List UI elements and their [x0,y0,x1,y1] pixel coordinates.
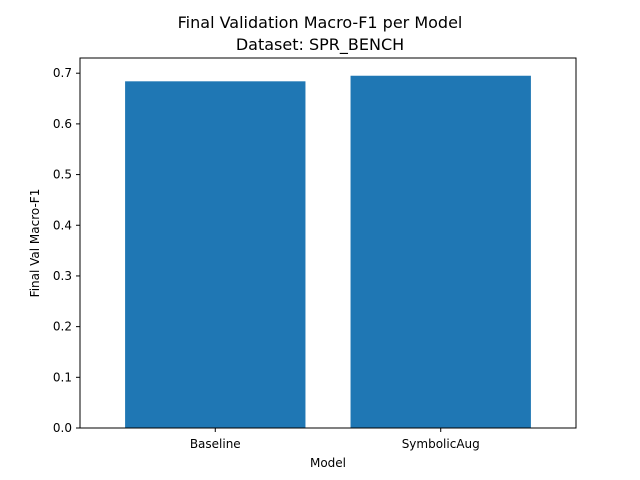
y-axis: 0.0 0.1 0.2 0.3 0.4 0.5 0.6 0.7 [53,66,80,435]
plot-frame [79,57,577,429]
bars-group [125,75,531,429]
x-tick-label: Baseline [190,437,241,451]
x-axis: Baseline SymbolicAug [190,428,480,451]
bar-baseline [125,81,306,429]
y-axis-label: Final Val Macro-F1 [28,189,42,298]
y-tick-label: 0.4 [53,218,72,232]
y-tick-label: 0.7 [53,66,72,80]
bar-symbolicaug [350,75,531,429]
y-tick-label: 0.3 [53,269,72,283]
y-tick-label: 0.1 [53,370,72,384]
y-tick-label: 0.0 [53,421,72,435]
y-tick-label: 0.6 [53,117,72,131]
y-tick-label: 0.2 [53,320,72,334]
x-tick-label: SymbolicAug [402,437,480,451]
chart-subtitle: Dataset: SPR_BENCH [236,35,404,55]
y-tick-label: 0.5 [53,168,72,182]
chart-title: Final Validation Macro-F1 per Model [178,13,463,32]
x-axis-label: Model [310,456,346,470]
